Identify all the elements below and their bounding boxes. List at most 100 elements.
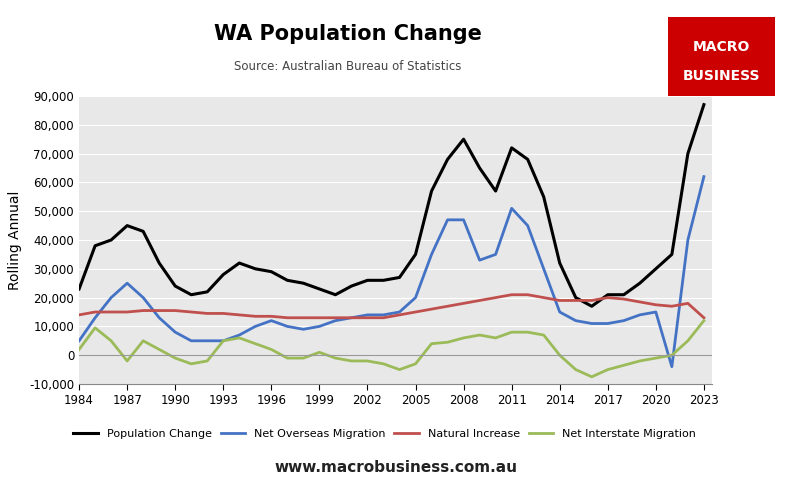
Population Change xyxy=(459,136,468,142)
Natural Increase xyxy=(443,303,452,309)
Net Overseas Migration xyxy=(411,295,420,300)
Population Change xyxy=(667,252,676,257)
Natural Increase xyxy=(74,312,84,318)
Net Interstate Migration xyxy=(267,347,276,352)
Natural Increase xyxy=(667,303,676,309)
Net Interstate Migration xyxy=(523,329,532,335)
Net Interstate Migration xyxy=(299,355,308,361)
Line: Natural Increase: Natural Increase xyxy=(79,295,704,318)
Net Interstate Migration xyxy=(363,358,373,364)
Net Overseas Migration xyxy=(267,318,276,324)
Net Interstate Migration xyxy=(315,349,324,355)
Population Change xyxy=(411,252,420,257)
Population Change xyxy=(331,292,340,298)
Net Interstate Migration xyxy=(235,335,244,341)
Net Overseas Migration xyxy=(523,223,532,228)
Population Change xyxy=(587,303,596,309)
Net Interstate Migration xyxy=(683,338,693,344)
Population Change xyxy=(218,272,228,277)
Natural Increase xyxy=(395,312,404,318)
Net Interstate Migration xyxy=(171,355,180,361)
Natural Increase xyxy=(267,313,276,319)
Population Change xyxy=(299,280,308,286)
Population Change xyxy=(107,237,116,243)
Net Interstate Migration xyxy=(218,338,228,344)
Text: Source: Australian Bureau of Statistics: Source: Australian Bureau of Statistics xyxy=(234,60,462,73)
Population Change xyxy=(603,292,612,298)
Population Change xyxy=(555,260,565,266)
Net Overseas Migration xyxy=(651,309,660,315)
Population Change xyxy=(395,275,404,280)
Net Interstate Migration xyxy=(90,325,100,331)
Population Change xyxy=(267,269,276,275)
Net Interstate Migration xyxy=(459,335,468,341)
Net Overseas Migration xyxy=(635,312,645,318)
Natural Increase xyxy=(635,299,645,305)
Natural Increase xyxy=(699,315,709,321)
Natural Increase xyxy=(491,295,501,300)
Natural Increase xyxy=(603,295,612,300)
Natural Increase xyxy=(107,309,116,315)
Net Overseas Migration xyxy=(475,257,484,263)
Population Change xyxy=(90,243,100,249)
Natural Increase xyxy=(315,315,324,321)
Population Change xyxy=(427,188,437,194)
Net Overseas Migration xyxy=(282,324,292,329)
Legend: Population Change, Net Overseas Migration, Natural Increase, Net Interstate Migr: Population Change, Net Overseas Migratio… xyxy=(69,424,700,443)
Net Overseas Migration xyxy=(331,318,340,324)
Net Overseas Migration xyxy=(90,315,100,321)
Net Interstate Migration xyxy=(411,361,420,367)
Population Change xyxy=(699,102,709,108)
Population Change xyxy=(491,188,501,194)
Population Change xyxy=(443,156,452,162)
Net Interstate Migration xyxy=(138,338,148,344)
Population Change xyxy=(571,295,581,300)
Natural Increase xyxy=(299,315,308,321)
Line: Net Overseas Migration: Net Overseas Migration xyxy=(79,177,704,367)
Net Overseas Migration xyxy=(395,309,404,315)
Net Interstate Migration xyxy=(427,341,437,347)
Net Interstate Migration xyxy=(699,318,709,324)
Net Interstate Migration xyxy=(555,352,565,358)
Net Interstate Migration xyxy=(587,374,596,380)
Population Change xyxy=(74,286,84,292)
Population Change xyxy=(187,292,196,298)
Text: MACRO: MACRO xyxy=(693,40,751,54)
Population Change xyxy=(202,289,212,295)
Natural Increase xyxy=(523,292,532,298)
Natural Increase xyxy=(459,300,468,306)
Natural Increase xyxy=(427,306,437,312)
Net Overseas Migration xyxy=(363,312,373,318)
Population Change xyxy=(651,266,660,272)
Net Overseas Migration xyxy=(202,338,212,344)
Population Change xyxy=(251,266,260,272)
Net Overseas Migration xyxy=(539,266,548,272)
Natural Increase xyxy=(171,308,180,313)
Natural Increase xyxy=(683,300,693,306)
Natural Increase xyxy=(507,292,517,298)
Natural Increase xyxy=(555,298,565,303)
Population Change xyxy=(619,292,629,298)
Natural Increase xyxy=(202,311,212,316)
Net Overseas Migration xyxy=(379,312,388,318)
Net Interstate Migration xyxy=(202,358,212,364)
Net Overseas Migration xyxy=(299,326,308,332)
Net Overseas Migration xyxy=(459,217,468,223)
Net Interstate Migration xyxy=(251,341,260,347)
Population Change xyxy=(475,165,484,171)
Net Overseas Migration xyxy=(218,338,228,344)
Natural Increase xyxy=(123,309,132,315)
Net Overseas Migration xyxy=(251,324,260,329)
Natural Increase xyxy=(539,295,548,300)
Text: www.macrobusiness.com.au: www.macrobusiness.com.au xyxy=(274,460,517,475)
Population Change xyxy=(282,277,292,283)
Net Overseas Migration xyxy=(603,321,612,326)
Net Interstate Migration xyxy=(475,332,484,338)
Natural Increase xyxy=(411,309,420,315)
Net Overseas Migration xyxy=(123,280,132,286)
Population Change xyxy=(123,223,132,228)
Net Overseas Migration xyxy=(571,318,581,324)
Net Overseas Migration xyxy=(74,338,84,344)
Net Interstate Migration xyxy=(651,355,660,361)
Y-axis label: Rolling Annual: Rolling Annual xyxy=(8,190,22,290)
